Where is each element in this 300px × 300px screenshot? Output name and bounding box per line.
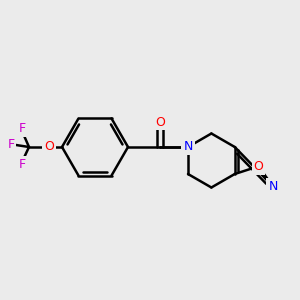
Text: F: F [18, 122, 26, 136]
Text: N: N [268, 180, 278, 193]
Text: F: F [18, 158, 26, 170]
Text: O: O [155, 116, 165, 128]
Text: N: N [183, 140, 193, 154]
Text: F: F [8, 139, 15, 152]
Text: O: O [254, 160, 263, 173]
Text: O: O [44, 140, 54, 154]
